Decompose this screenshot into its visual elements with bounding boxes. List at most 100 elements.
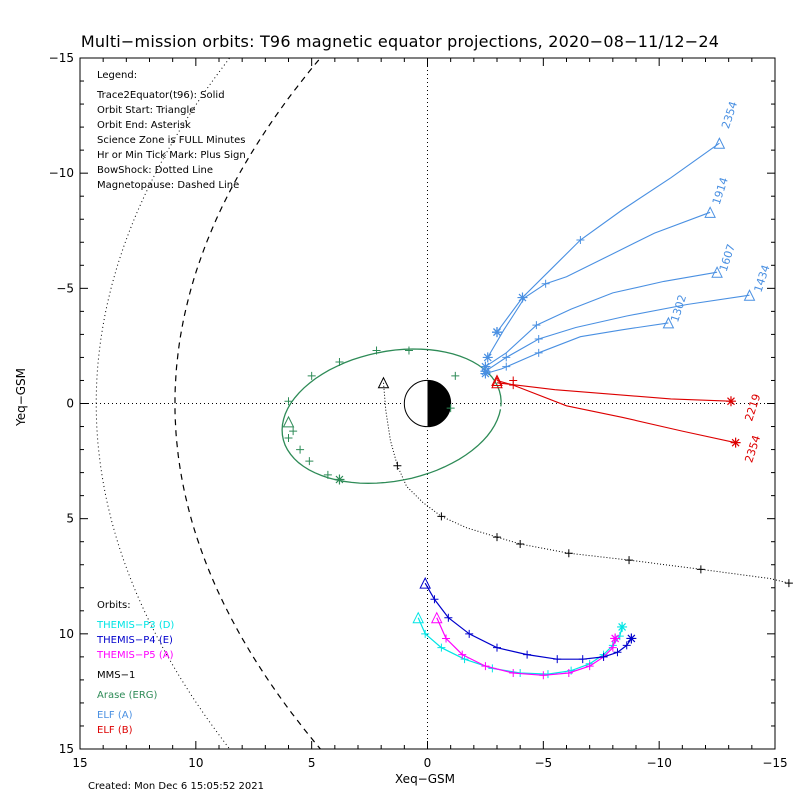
themis-p5-end-marker bbox=[610, 633, 621, 644]
x-tick-label: 10 bbox=[188, 756, 203, 770]
x-tick-label: −10 bbox=[647, 756, 672, 770]
x-tick-label: −5 bbox=[534, 756, 552, 770]
elf-b-start-marker bbox=[491, 376, 503, 389]
y-tick-label: 0 bbox=[66, 397, 74, 411]
orbit-legend-elf-a: ELF (A) bbox=[97, 710, 133, 721]
elf-a-start-marker bbox=[711, 266, 723, 278]
themis-p4-tick-mark bbox=[599, 652, 608, 661]
elf-a-start-marker bbox=[704, 206, 716, 218]
elf-a-tick-mark bbox=[534, 335, 543, 344]
legend-title: Legend: bbox=[97, 70, 138, 81]
elf-a-tick-mark bbox=[502, 353, 511, 362]
elf-b-track-line bbox=[496, 382, 732, 402]
themis-p5-tick-mark bbox=[539, 671, 548, 680]
themis-p5-tick-mark bbox=[458, 650, 467, 659]
arase-tick-mark bbox=[323, 470, 332, 479]
elf-a-end-marker bbox=[517, 292, 528, 303]
themis-p5-tick-mark bbox=[585, 662, 594, 671]
y-tick-label: 15 bbox=[59, 742, 74, 756]
x-tick-label: −15 bbox=[762, 756, 787, 770]
legend-entry: BowShock: Dotted Line bbox=[97, 165, 213, 176]
mms1-start-marker bbox=[377, 376, 390, 389]
elf-a-end-marker bbox=[480, 368, 491, 379]
elf-b-tick-mark bbox=[509, 381, 518, 390]
elf-a-tick-mark bbox=[534, 348, 543, 357]
arase-tick-mark bbox=[305, 457, 314, 466]
elf-a-tick-mark bbox=[532, 321, 541, 330]
themis-p4-tick-mark bbox=[622, 641, 631, 650]
themis-p4-tick-mark bbox=[578, 655, 587, 664]
x-tick-label: 5 bbox=[308, 756, 316, 770]
arase-tick-mark bbox=[289, 427, 298, 436]
arase-tick-mark bbox=[284, 434, 293, 443]
elf-a-time-label: 1434 bbox=[752, 263, 773, 294]
legend-entry: Magnetopause: Dashed Line bbox=[97, 180, 240, 191]
themis-p5-start-marker bbox=[430, 611, 443, 624]
y-tick-label: −5 bbox=[56, 281, 74, 295]
elf-a-time-label: 2354 bbox=[719, 100, 740, 131]
elf-b-time-label: 2354 bbox=[742, 434, 763, 465]
elf-a-track-line bbox=[485, 271, 718, 368]
arase-end-marker bbox=[334, 474, 345, 485]
themis-p4-end-marker bbox=[626, 633, 637, 644]
x-axis-label: Xeq−GSM bbox=[395, 772, 456, 786]
legend-entry: Orbit End: Asterisk bbox=[97, 120, 191, 131]
elf-b-track-line bbox=[496, 379, 736, 444]
elf-b-end-marker bbox=[730, 437, 741, 448]
themis-p3-start-marker bbox=[412, 611, 425, 624]
elf-a-tick-mark bbox=[502, 362, 511, 371]
mms1-offplot-tick-mark bbox=[784, 579, 793, 588]
x-tick-label: 0 bbox=[424, 756, 432, 770]
themis-p5-tick-mark bbox=[564, 668, 573, 677]
earth-night-side bbox=[427, 380, 451, 427]
legend-box: Legend: bbox=[97, 70, 137, 81]
y-tick-label: −10 bbox=[49, 166, 74, 180]
orbit-legend-themis-p4: THEMIS−P4 (E) bbox=[97, 635, 173, 646]
elf-a-track-line bbox=[485, 294, 750, 372]
arase-tick-mark bbox=[372, 346, 381, 355]
legend-entry: Hr or Min Tick Mark: Plus Sign bbox=[97, 150, 246, 161]
mms1-tick-mark bbox=[516, 540, 525, 549]
elf-a-start-marker bbox=[662, 316, 675, 329]
orbits-title: Orbits: bbox=[97, 600, 131, 611]
elf-a-track-line bbox=[485, 322, 669, 375]
themis-p3-tick-mark bbox=[460, 655, 469, 664]
themis-p3-tick-mark bbox=[437, 643, 446, 652]
themis-p4-start-marker bbox=[419, 577, 431, 589]
legend-entry: Science Zone is FULL Minutes bbox=[97, 135, 246, 146]
elf-a-end-marker bbox=[492, 327, 502, 338]
themis-p4-tick-mark bbox=[523, 650, 532, 659]
elf-b-start-marker bbox=[491, 374, 503, 386]
x-tick-label: 15 bbox=[72, 756, 87, 770]
arase-tick-mark bbox=[307, 371, 316, 380]
arase-tick-mark bbox=[335, 358, 344, 367]
magnetopause-line bbox=[174, 58, 322, 749]
themis-p5-tick-mark bbox=[442, 634, 451, 643]
themis-p5-tick-mark bbox=[608, 643, 617, 652]
arase-tick-mark bbox=[451, 371, 460, 380]
elf-a-start-marker bbox=[743, 289, 756, 301]
legend-entry: Orbit Start: Triangle bbox=[97, 105, 196, 116]
y-tick-label: −15 bbox=[49, 51, 74, 65]
arase-tick-mark bbox=[404, 346, 413, 355]
y-axis-label: Yeq−GSM bbox=[14, 367, 29, 427]
themis-p4-tick-mark bbox=[613, 648, 622, 657]
arase-line bbox=[281, 348, 502, 484]
themis-p3-end-marker bbox=[617, 621, 628, 632]
created-footer: Created: Mon Dec 6 15:05:52 2021 bbox=[88, 781, 264, 792]
orbit-legend-arase: Arase (ERG) bbox=[97, 690, 158, 701]
elf-a-time-label: 1914 bbox=[710, 176, 731, 207]
elf-a-start-marker bbox=[713, 137, 726, 149]
bow-shock-line bbox=[95, 58, 231, 749]
mms1-tick-mark bbox=[437, 512, 446, 521]
elf-a-track-line bbox=[487, 211, 711, 358]
arase-start-marker bbox=[282, 415, 295, 428]
orbit-legend-themis-p5: THEMIS−P5 (A) bbox=[97, 650, 174, 661]
themis-p5-line bbox=[436, 617, 616, 676]
orbit-legend-themis-p3: THEMIS−P3 (D) bbox=[97, 620, 175, 631]
orbit-legend-elf-b: ELF (B) bbox=[97, 725, 133, 736]
mms1-tick-mark bbox=[493, 533, 501, 542]
themis-p4-tick-mark bbox=[553, 655, 562, 664]
themis-p4-line bbox=[424, 582, 632, 660]
